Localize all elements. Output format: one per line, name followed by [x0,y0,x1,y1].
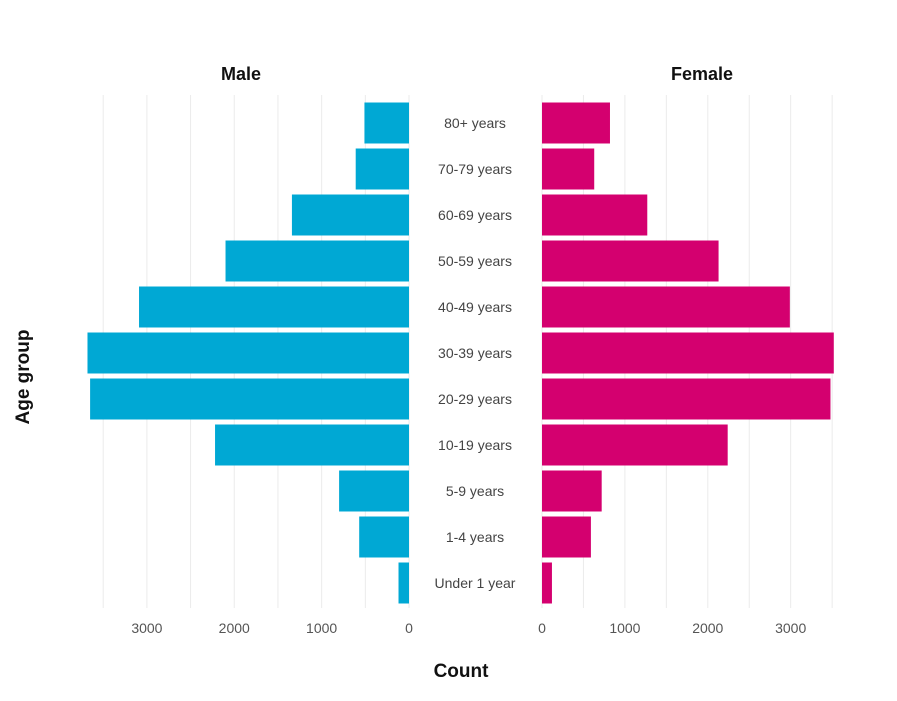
bar-female [542,378,831,420]
bar-female [542,240,719,282]
x-tick-label-female: 1000 [609,620,640,636]
x-axis-title: Count [434,661,490,682]
category-label: 10-19 years [438,437,512,453]
x-tick-label-male: 2000 [219,620,250,636]
tick-labels: 0 0 1000 1000 2000 2000 3000 3000 [131,620,806,636]
panel-title-female: Female [671,64,733,84]
category-label: Under 1 year [435,575,516,591]
bar-female [542,286,790,328]
category-label: 5-9 years [446,483,504,499]
bar-male [225,240,409,282]
x-tick-label-male: 3000 [131,620,162,636]
bar-male [215,424,409,466]
bar-male [355,148,409,190]
x-tick-label-male: 0 [405,620,413,636]
category-label: 80+ years [444,115,506,131]
bar-male [339,470,409,512]
y-axis-title: Age group [13,330,34,425]
bar-female [542,194,648,236]
category-label: 50-59 years [438,253,512,269]
category-label: 70-79 years [438,161,512,177]
bar-female [542,424,728,466]
bar-male [291,194,409,236]
bars [87,102,834,604]
category-label: 20-29 years [438,391,512,407]
bar-female [542,470,602,512]
bar-female [542,148,595,190]
x-tick-label-female: 2000 [692,620,723,636]
category-labels: Under 1 year 1-4 years 5-9 years 10-19 year… [435,115,516,591]
bar-female [542,562,552,604]
bar-male [359,516,409,558]
category-label: 30-39 years [438,345,512,361]
x-tick-label-female: 3000 [775,620,806,636]
bar-female [542,516,591,558]
bar-male [364,102,409,144]
panel-title-male: Male [221,64,261,84]
category-label: 40-49 years [438,299,512,315]
category-label: 1-4 years [446,529,504,545]
bar-female [542,102,610,144]
bar-male [139,286,409,328]
x-tick-label-female: 0 [538,620,546,636]
bar-male [90,378,410,420]
bar-female [542,332,834,374]
x-tick-label-male: 1000 [306,620,337,636]
bar-male [87,332,410,374]
bar-male [398,562,409,604]
category-label: 60-69 years [438,207,512,223]
